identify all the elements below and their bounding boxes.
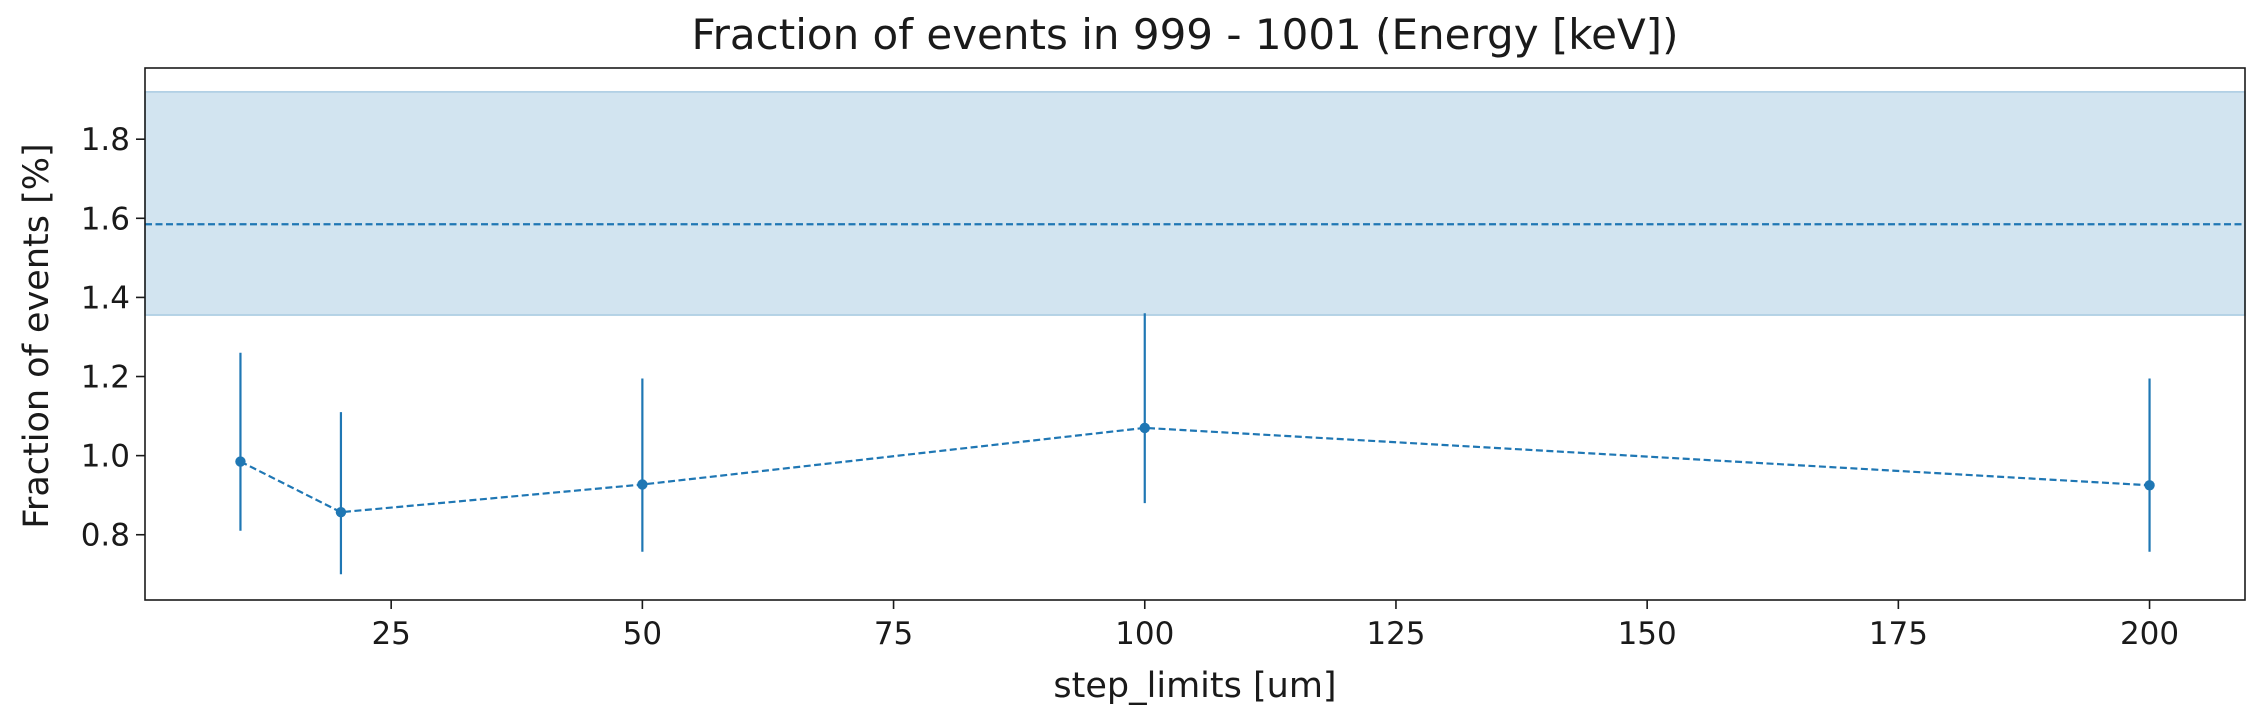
x-tick-label: 25	[371, 616, 410, 652]
y-tick-label: 0.8	[81, 518, 130, 554]
x-tick-label: 75	[874, 616, 913, 652]
data-point	[1139, 422, 1150, 434]
chart-title: Fraction of events in 999 - 1001 (Energy…	[692, 10, 1679, 59]
y-tick-label: 1.8	[81, 122, 130, 158]
y-axis-label: Fraction of events [%]	[17, 143, 57, 528]
x-tick-label: 125	[1366, 616, 1425, 652]
x-tick-label: 50	[623, 616, 662, 652]
x-tick-label: 100	[1115, 616, 1174, 652]
x-axis-label: step_limits [um]	[1053, 666, 1336, 706]
y-tick-label: 1.2	[81, 360, 130, 396]
x-tick-label: 200	[2120, 616, 2179, 652]
data-point	[637, 479, 648, 490]
y-tick-label: 1.4	[81, 280, 130, 316]
y-tick-label: 1.0	[81, 439, 130, 475]
series-layer	[235, 313, 2155, 575]
data-point	[235, 456, 246, 467]
series-line	[240, 426, 2150, 514]
x-axis-ticks: 25 50 75 100 125 150 175 200	[371, 600, 2179, 652]
x-tick-label: 150	[1618, 616, 1677, 652]
reference-uncertainty-band	[144, 90, 2246, 316]
reference-band-layer	[144, 90, 2246, 316]
data-point	[2144, 480, 2155, 491]
y-axis-ticks: 0.8 1.0 1.2 1.4 1.6 1.8	[81, 122, 145, 554]
x-tick-label: 175	[1869, 616, 1928, 652]
plot-area-frame	[144, 67, 2246, 601]
data-point	[335, 506, 347, 518]
y-tick-label: 1.6	[81, 201, 130, 237]
